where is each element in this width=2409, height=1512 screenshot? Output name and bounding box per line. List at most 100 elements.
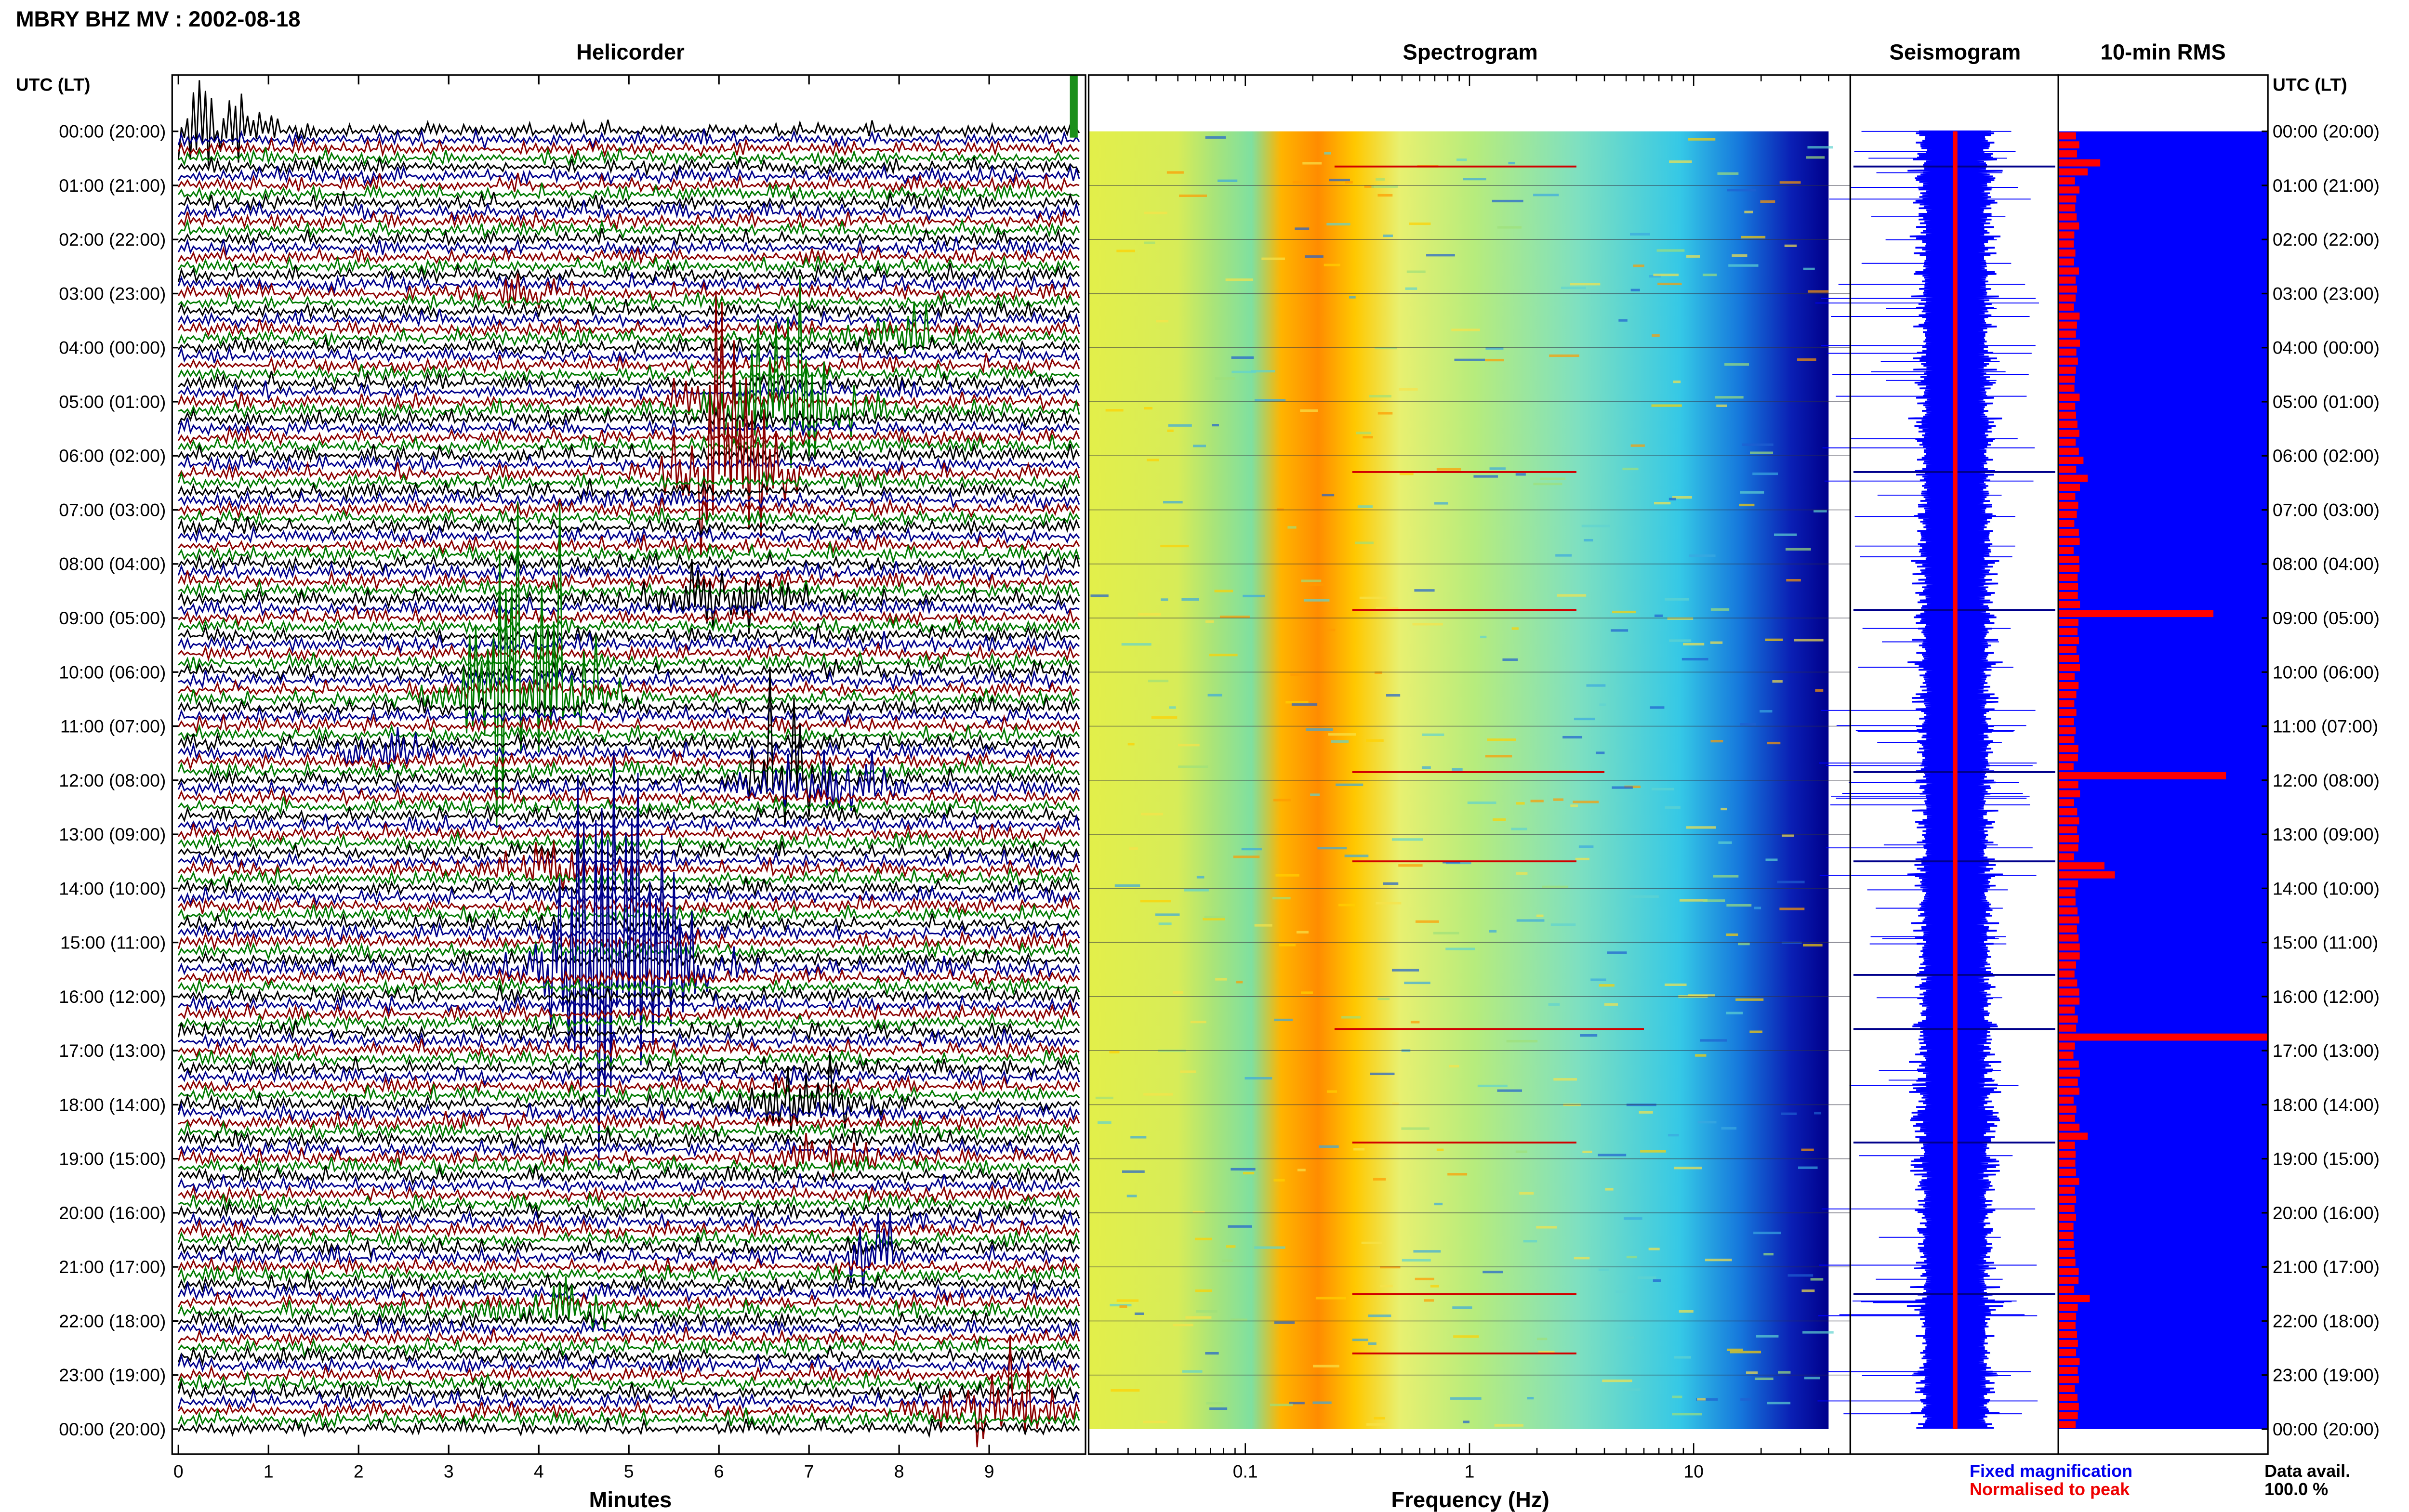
time-tick-label-right: 15:00 (11:00) [2273,933,2378,953]
rms-bar [2058,871,2115,879]
helicorder-trace [177,272,1080,294]
spectrogram-speckle [1700,1039,1727,1042]
rms-bar [2058,430,2079,437]
spectrogram-speckle [1710,740,1723,743]
spectrogram-speckle [1453,1335,1479,1338]
helicorder-trace [177,1363,1080,1384]
spectrogram-speckle [1575,857,1589,861]
spectrogram-speckle [1555,554,1572,557]
spectrogram-speckle [1433,932,1459,934]
rms-bar [2058,898,2076,906]
spectrogram-speckle [1665,598,1690,601]
spectrogram-speckle [1134,1312,1144,1315]
rms-bar [2058,763,2074,771]
rms-bar [2058,195,2077,203]
spectrogram-speckle [1746,1371,1758,1374]
spectrogram-speckle [1218,179,1238,182]
rms-bar [2058,943,2080,951]
time-tick-label-right: 02:00 (22:00) [2273,229,2380,250]
seismogram-trace [1906,130,2003,1429]
time-tick-label-left: 00:00 (20:00) [59,1419,166,1439]
spectrogram-speckle [1105,409,1124,412]
spectrogram-speckle [1527,1397,1534,1400]
helicorder-x-tick-label: 6 [714,1461,724,1482]
helicorder-trace [178,379,1080,402]
rms-bar [2058,555,2079,563]
spectrogram-speckle [1377,194,1393,197]
helicorder-trace [177,786,1080,807]
helicorder-trace [178,254,1080,276]
spectrogram-speckle [1193,445,1206,447]
spectrogram-speckle [1383,882,1399,885]
helicorder-trace [178,199,1080,222]
helicorder-trace [177,1020,1080,1042]
spectrogram-speckle [1639,1111,1653,1114]
helicorder-trace [177,478,1080,501]
spectrogram-speckle [1345,181,1353,184]
rms-bar [2058,132,2076,140]
spectrogram-speckle [1122,1170,1145,1173]
spectrogram-speckle [1672,496,1692,499]
rms-panel [2058,131,2268,1429]
spectrogram-speckle [1324,263,1340,266]
rms-bar [2058,979,2078,987]
helicorder-trace [178,641,1080,662]
rms-bar [2058,285,2078,293]
rms-bar [2058,1006,2075,1014]
rms-bar [2058,925,2077,933]
helicorder-trace [178,291,1080,312]
rms-bar [2058,1240,2074,1248]
rms-bar [2058,186,2079,194]
time-tick-label-left: 11:00 (07:00) [60,716,166,736]
spectrogram-speckle [1801,1289,1815,1292]
spectrogram-speckle [1359,596,1387,599]
spectrogram-speckle [1228,1225,1252,1228]
spectrogram-speckle [1296,931,1309,933]
time-tick-label-right: 22:00 (18:00) [2273,1311,2380,1331]
spectrogram-speckle [1487,738,1516,741]
spectrogram-speckle [1760,710,1773,713]
spectrogram-speckle [1243,594,1266,598]
helicorder-trace [178,1183,1080,1204]
time-tick-label-left: 20:00 (16:00) [59,1203,166,1223]
spectrogram-speckle [1287,526,1297,529]
spectrogram-speckle [1624,1217,1642,1220]
spectrogram-speckle [1654,614,1663,617]
spectrogram-speckle [1618,319,1628,322]
rms-bar [2058,1268,2079,1275]
spectrogram-speckle [1574,1257,1590,1260]
spectrogram-speckle [1160,544,1189,548]
spectrogram-speckle [1674,1167,1702,1170]
spectrogram-speckle [1166,171,1184,174]
time-tick-label-left: 15:00 (11:00) [60,933,166,953]
rms-bar [2058,691,2077,698]
spectrogram-speckle [1404,981,1430,985]
helicorder-xlabel: Minutes [589,1487,672,1512]
spectrogram-speckle [1515,473,1526,476]
spectrogram-speckle [1254,1246,1285,1249]
helicorder-trace [178,156,1080,177]
helicorder-trace [178,191,1080,212]
spectrogram-speckle [1322,494,1335,497]
spectrogram-speckle [1730,1351,1761,1354]
helicorder-trace [177,245,1080,267]
helicorder-trace [178,1155,1080,1176]
helicorder-trace [178,949,1080,970]
spectrogram-speckle [1533,483,1562,486]
rms-bar [2058,754,2078,762]
spectrogram-speckle [1550,923,1576,926]
rms-bar [2058,547,2074,554]
spectrogram-speckle [1653,1279,1661,1282]
spectrogram-speckle [1656,249,1685,252]
rms-bar [2058,394,2080,401]
helicorder-trace [178,830,1080,852]
spectrogram-speckle [1306,728,1333,731]
spectrogram-speckle [1754,907,1761,909]
time-tick-label-left: 17:00 (13:00) [59,1040,166,1061]
spectrogram-speckle [1738,943,1750,946]
spectrogram-speckle [1356,432,1372,434]
helicorder-trace [177,501,1080,826]
rms-bar [2058,637,2079,644]
helicorder-trace [178,804,1080,825]
time-tick-label-left: 18:00 (14:00) [59,1094,166,1115]
